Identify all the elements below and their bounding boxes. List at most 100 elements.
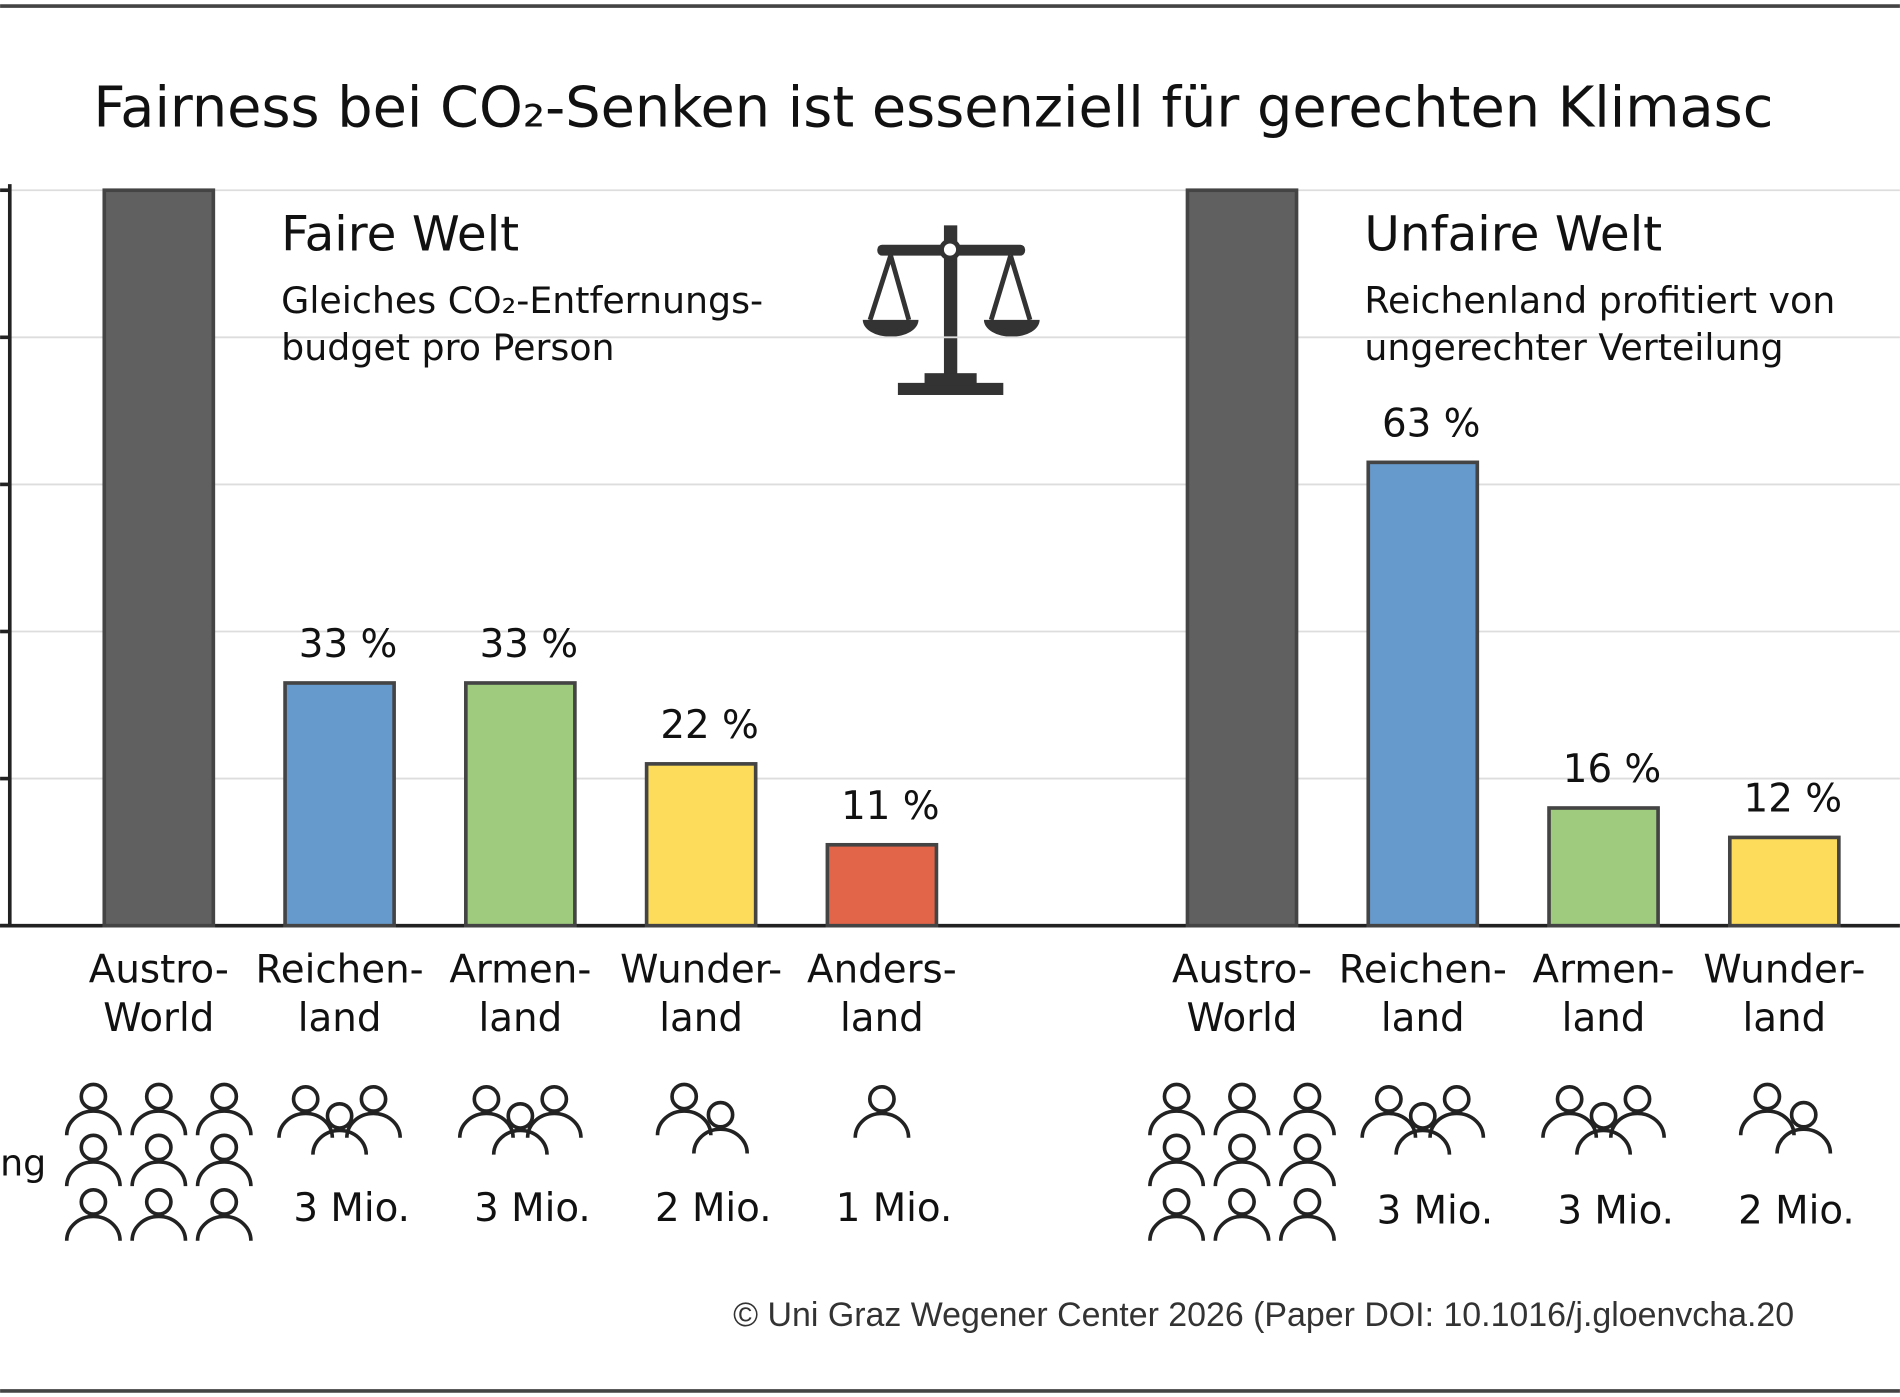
bar — [825, 842, 939, 928]
person-head — [1623, 1085, 1652, 1113]
person-head — [144, 1133, 173, 1162]
footer: © Uni Graz Wegener Center 2026 (Paper DO… — [733, 1296, 1794, 1334]
person-body — [64, 1109, 122, 1136]
person-head — [472, 1085, 501, 1113]
value-label: 33 % — [480, 622, 579, 667]
person-head — [79, 1187, 108, 1216]
person-head — [325, 1101, 354, 1130]
person-head — [210, 1082, 239, 1111]
person-head — [1789, 1100, 1818, 1129]
chart-title: Fairness bei CO₂-Senken ist essenziell f… — [93, 76, 1773, 141]
person-head — [1228, 1082, 1256, 1111]
person-head — [1589, 1101, 1618, 1130]
person-body — [130, 1109, 188, 1136]
person-head — [1408, 1101, 1437, 1130]
person-head — [144, 1187, 173, 1216]
panel-subtitle: Reichenland profitiert von — [1364, 279, 1835, 322]
person-body — [1278, 1160, 1336, 1187]
person-body — [1213, 1214, 1271, 1241]
x-tick-label: Austro-World — [1172, 947, 1312, 1040]
value-label: 22 % — [660, 703, 758, 748]
panel-subtitle: budget pro Person — [281, 326, 614, 369]
people-icons — [277, 1085, 402, 1155]
person-body — [1278, 1109, 1336, 1136]
person-head — [506, 1101, 535, 1130]
value-label: 11 % — [841, 784, 940, 829]
person-body — [195, 1214, 253, 1241]
person-head — [706, 1100, 735, 1129]
person-body — [1148, 1160, 1206, 1187]
population-label: 2 Mio. — [1738, 1188, 1855, 1233]
bar — [1366, 460, 1480, 928]
person-head — [1753, 1082, 1782, 1111]
person-body — [1428, 1111, 1486, 1138]
person-head — [1293, 1133, 1322, 1162]
person-head — [540, 1085, 569, 1113]
people-icons — [64, 1082, 253, 1241]
x-tick-label: Wunder-land — [620, 947, 782, 1040]
person-body — [692, 1127, 749, 1154]
population-label: 3 Mio. — [1377, 1188, 1494, 1233]
person-body — [1738, 1109, 1796, 1136]
value-label: 16 % — [1563, 747, 1662, 792]
person-body — [1775, 1127, 1833, 1154]
person-body — [457, 1111, 515, 1138]
person-body — [1148, 1109, 1206, 1136]
person-body — [311, 1128, 369, 1155]
x-tick-label: Reichen-land — [1339, 947, 1507, 1040]
person-body — [1278, 1214, 1336, 1241]
person-head — [1162, 1082, 1191, 1111]
bar — [464, 681, 577, 928]
x-tick-label: Reichen-land — [256, 947, 424, 1040]
panel-subtitle: ungerechter Verteilung — [1364, 326, 1783, 369]
person-body — [1575, 1128, 1633, 1155]
value-label: 33 % — [299, 622, 398, 667]
person-body — [1148, 1214, 1206, 1241]
person-body — [195, 1109, 253, 1136]
panel-title: Faire Welt — [281, 206, 519, 262]
person-head — [79, 1082, 108, 1111]
person-body — [1213, 1160, 1271, 1187]
panel-title: Unfaire Welt — [1364, 206, 1662, 262]
population-label: 3 Mio. — [474, 1186, 591, 1231]
person-head — [1555, 1085, 1584, 1113]
x-tick-label: Austro-World — [89, 947, 229, 1040]
person-head — [1442, 1085, 1471, 1113]
value-label: 63 % — [1382, 401, 1481, 446]
people-icons — [1541, 1085, 1666, 1155]
person-body — [1541, 1111, 1599, 1138]
row-label: ng — [0, 1142, 46, 1185]
person-body — [1609, 1111, 1666, 1138]
person-body — [64, 1160, 122, 1187]
population-label: 3 Mio. — [293, 1186, 410, 1231]
people-icons — [1148, 1082, 1336, 1241]
person-body — [655, 1109, 713, 1136]
scale-icon — [862, 225, 1040, 395]
person-body — [64, 1214, 122, 1241]
person-head — [1162, 1133, 1191, 1162]
person-body — [130, 1160, 188, 1187]
x-tick-label: Anders-land — [807, 947, 957, 1040]
person-head — [1293, 1082, 1322, 1111]
bar — [283, 681, 396, 928]
value-label: 12 % — [1744, 777, 1843, 822]
population-label: 2 Mio. — [655, 1186, 772, 1231]
person-body — [1213, 1109, 1271, 1136]
people-icons — [1738, 1082, 1833, 1154]
person-head — [867, 1085, 896, 1113]
panel-subtitle: Gleiches CO₂-Entfernungs- — [281, 279, 763, 322]
x-tick-label: Armen-land — [1533, 947, 1675, 1040]
bar — [644, 762, 758, 928]
bar — [102, 188, 216, 928]
person-body — [1360, 1111, 1418, 1138]
person-body — [491, 1128, 549, 1155]
population-label: 1 Mio. — [836, 1186, 953, 1231]
x-tick-label: Wunder-land — [1703, 947, 1865, 1040]
person-head — [1228, 1133, 1256, 1162]
person-body — [195, 1160, 253, 1187]
people-icons — [1360, 1085, 1486, 1155]
person-body — [345, 1111, 402, 1138]
bar — [1727, 835, 1841, 928]
person-body — [130, 1214, 188, 1241]
person-head — [670, 1082, 699, 1111]
